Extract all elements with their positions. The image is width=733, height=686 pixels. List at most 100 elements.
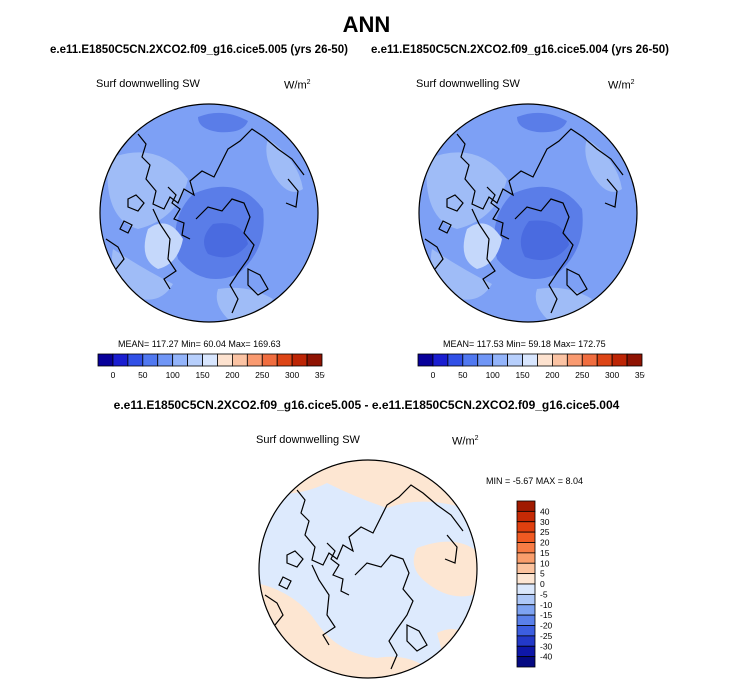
colorbar-swatch	[261, 353, 278, 367]
colorbar-swatch	[516, 521, 536, 533]
contour-region	[437, 629, 472, 652]
contour-region	[204, 223, 248, 258]
colorbar-swatch	[516, 531, 536, 543]
variable-label-left: Surf downwelling SW	[96, 78, 200, 90]
colorbar-tick-label: 0	[540, 579, 545, 589]
contour-region	[266, 139, 303, 192]
map-boundary	[258, 459, 478, 679]
map-boundary	[418, 103, 638, 323]
colorbar-swatch	[516, 656, 536, 668]
contour-region	[107, 152, 188, 229]
colorbar-tick-label: -25	[540, 631, 553, 641]
colorbar-tick-label: -30	[540, 641, 553, 651]
colorbar-swatch	[522, 353, 538, 367]
colorbar-tick-label: 40	[540, 506, 550, 516]
units-label-diff: W/m2	[452, 435, 479, 448]
colorbar-tick-label: 0	[431, 370, 436, 380]
colorbar-swatch	[581, 353, 598, 367]
coastlines	[424, 128, 624, 314]
colorbar-tick-label: -10	[540, 600, 553, 610]
colorbar-tick-label: 350	[635, 370, 645, 380]
colorbar-swatch	[477, 353, 494, 367]
colorbar-swatch	[231, 353, 248, 367]
stats-left: MEAN= 117.27 Min= 60.04 Max= 169.63	[118, 339, 281, 349]
colorbar-swatch	[516, 593, 536, 606]
colorbar-tick-label: -15	[540, 610, 553, 620]
stats-right: MEAN= 117.53 Min= 59.18 Max= 172.75	[443, 339, 606, 349]
colorbar-tick-label: 50	[138, 370, 148, 380]
colorbar-tick-label: 20	[540, 538, 550, 548]
colorbar-tick-label: 10	[540, 558, 550, 568]
colorbar-left: 0 50 100 150 200 250 300 350	[97, 353, 325, 380]
colorbar-tick-label: 5	[540, 569, 545, 579]
units-label-left: W/m2	[284, 79, 311, 92]
contour-region	[144, 223, 183, 269]
polar-map-diff	[258, 459, 478, 679]
colorbar-swatch	[516, 604, 536, 616]
contour-region	[585, 139, 622, 192]
colorbar-swatch	[537, 353, 553, 367]
colorbar-swatch	[516, 510, 536, 523]
colorbar-swatch	[142, 353, 159, 367]
stats-diff: MIN = -5.67 MAX = 8.04	[486, 476, 584, 486]
polar-map-right	[418, 103, 638, 323]
colorbar-swatch	[516, 625, 536, 637]
colorbar-swatch	[516, 552, 536, 564]
colorbar-tick-label: 250	[255, 370, 269, 380]
colorbar-swatch	[626, 353, 643, 367]
contour-region	[413, 541, 477, 597]
run-title-right: e.e11.E1850C5CN.2XCO2.f09_g16.cice5.004 …	[371, 44, 669, 56]
contour-region	[426, 152, 507, 229]
colorbar-swatch	[187, 353, 203, 367]
colorbar-swatch	[202, 353, 218, 367]
difference-title: e.e11.E1850C5CN.2XCO2.f09_g16.cice5.005 …	[113, 398, 620, 412]
colorbar-swatch	[516, 500, 536, 512]
colorbar-swatch	[551, 353, 568, 367]
page-title: ANN	[342, 12, 391, 37]
coastlines	[105, 128, 305, 314]
colorbar-swatch	[97, 353, 114, 367]
colorbar-swatch	[611, 353, 628, 367]
colorbar-swatch	[462, 353, 479, 367]
variable-label-right: Surf downwelling SW	[416, 78, 520, 90]
colorbar-swatch	[492, 353, 508, 367]
colorbar-tick-label: 100	[486, 370, 500, 380]
colorbar-tick-label: -5	[540, 589, 548, 599]
colorbar-swatch	[172, 353, 188, 367]
contour-region	[357, 599, 387, 624]
colorbar-tick-label: 350	[315, 370, 325, 380]
variable-label-diff: Surf downwelling SW	[256, 434, 360, 446]
colorbar-swatch	[596, 353, 613, 367]
colorbar-tick-label: 15	[540, 548, 550, 558]
colorbar-tick-label: -40	[540, 652, 553, 662]
colorbar-swatch	[516, 635, 536, 647]
colorbar-tick-label: 300	[605, 370, 619, 380]
contour-region	[520, 220, 569, 261]
colorbar-tick-label: 30	[540, 517, 550, 527]
colorbar-tick-label: 25	[540, 527, 550, 537]
coastlines	[264, 484, 464, 670]
colorbar-tick-label: 0	[111, 370, 116, 380]
colorbar-swatch	[127, 353, 144, 367]
colorbar-swatch	[246, 353, 263, 367]
colorbar-swatch	[291, 353, 308, 367]
colorbar-swatch	[447, 353, 464, 367]
colorbar-tick-label: 150	[195, 370, 209, 380]
polar-map-left	[99, 103, 319, 323]
colorbar-tick-label: 200	[545, 370, 559, 380]
colorbar-tick-label: 250	[575, 370, 589, 380]
colorbar-swatch	[516, 542, 536, 554]
colorbar-swatch	[217, 353, 233, 367]
colorbar-tick-label: 200	[225, 370, 239, 380]
colorbar-swatch	[417, 353, 434, 367]
colorbar-swatch	[432, 353, 449, 367]
contour-region	[463, 223, 502, 269]
colorbar-swatch	[516, 573, 536, 585]
colorbar-tick-label: -20	[540, 621, 553, 631]
contour-region	[198, 112, 248, 133]
colorbar-swatch	[516, 583, 536, 595]
colorbar-tick-label: 100	[166, 370, 180, 380]
colorbar-swatch	[566, 353, 583, 367]
contour-region	[517, 112, 567, 133]
